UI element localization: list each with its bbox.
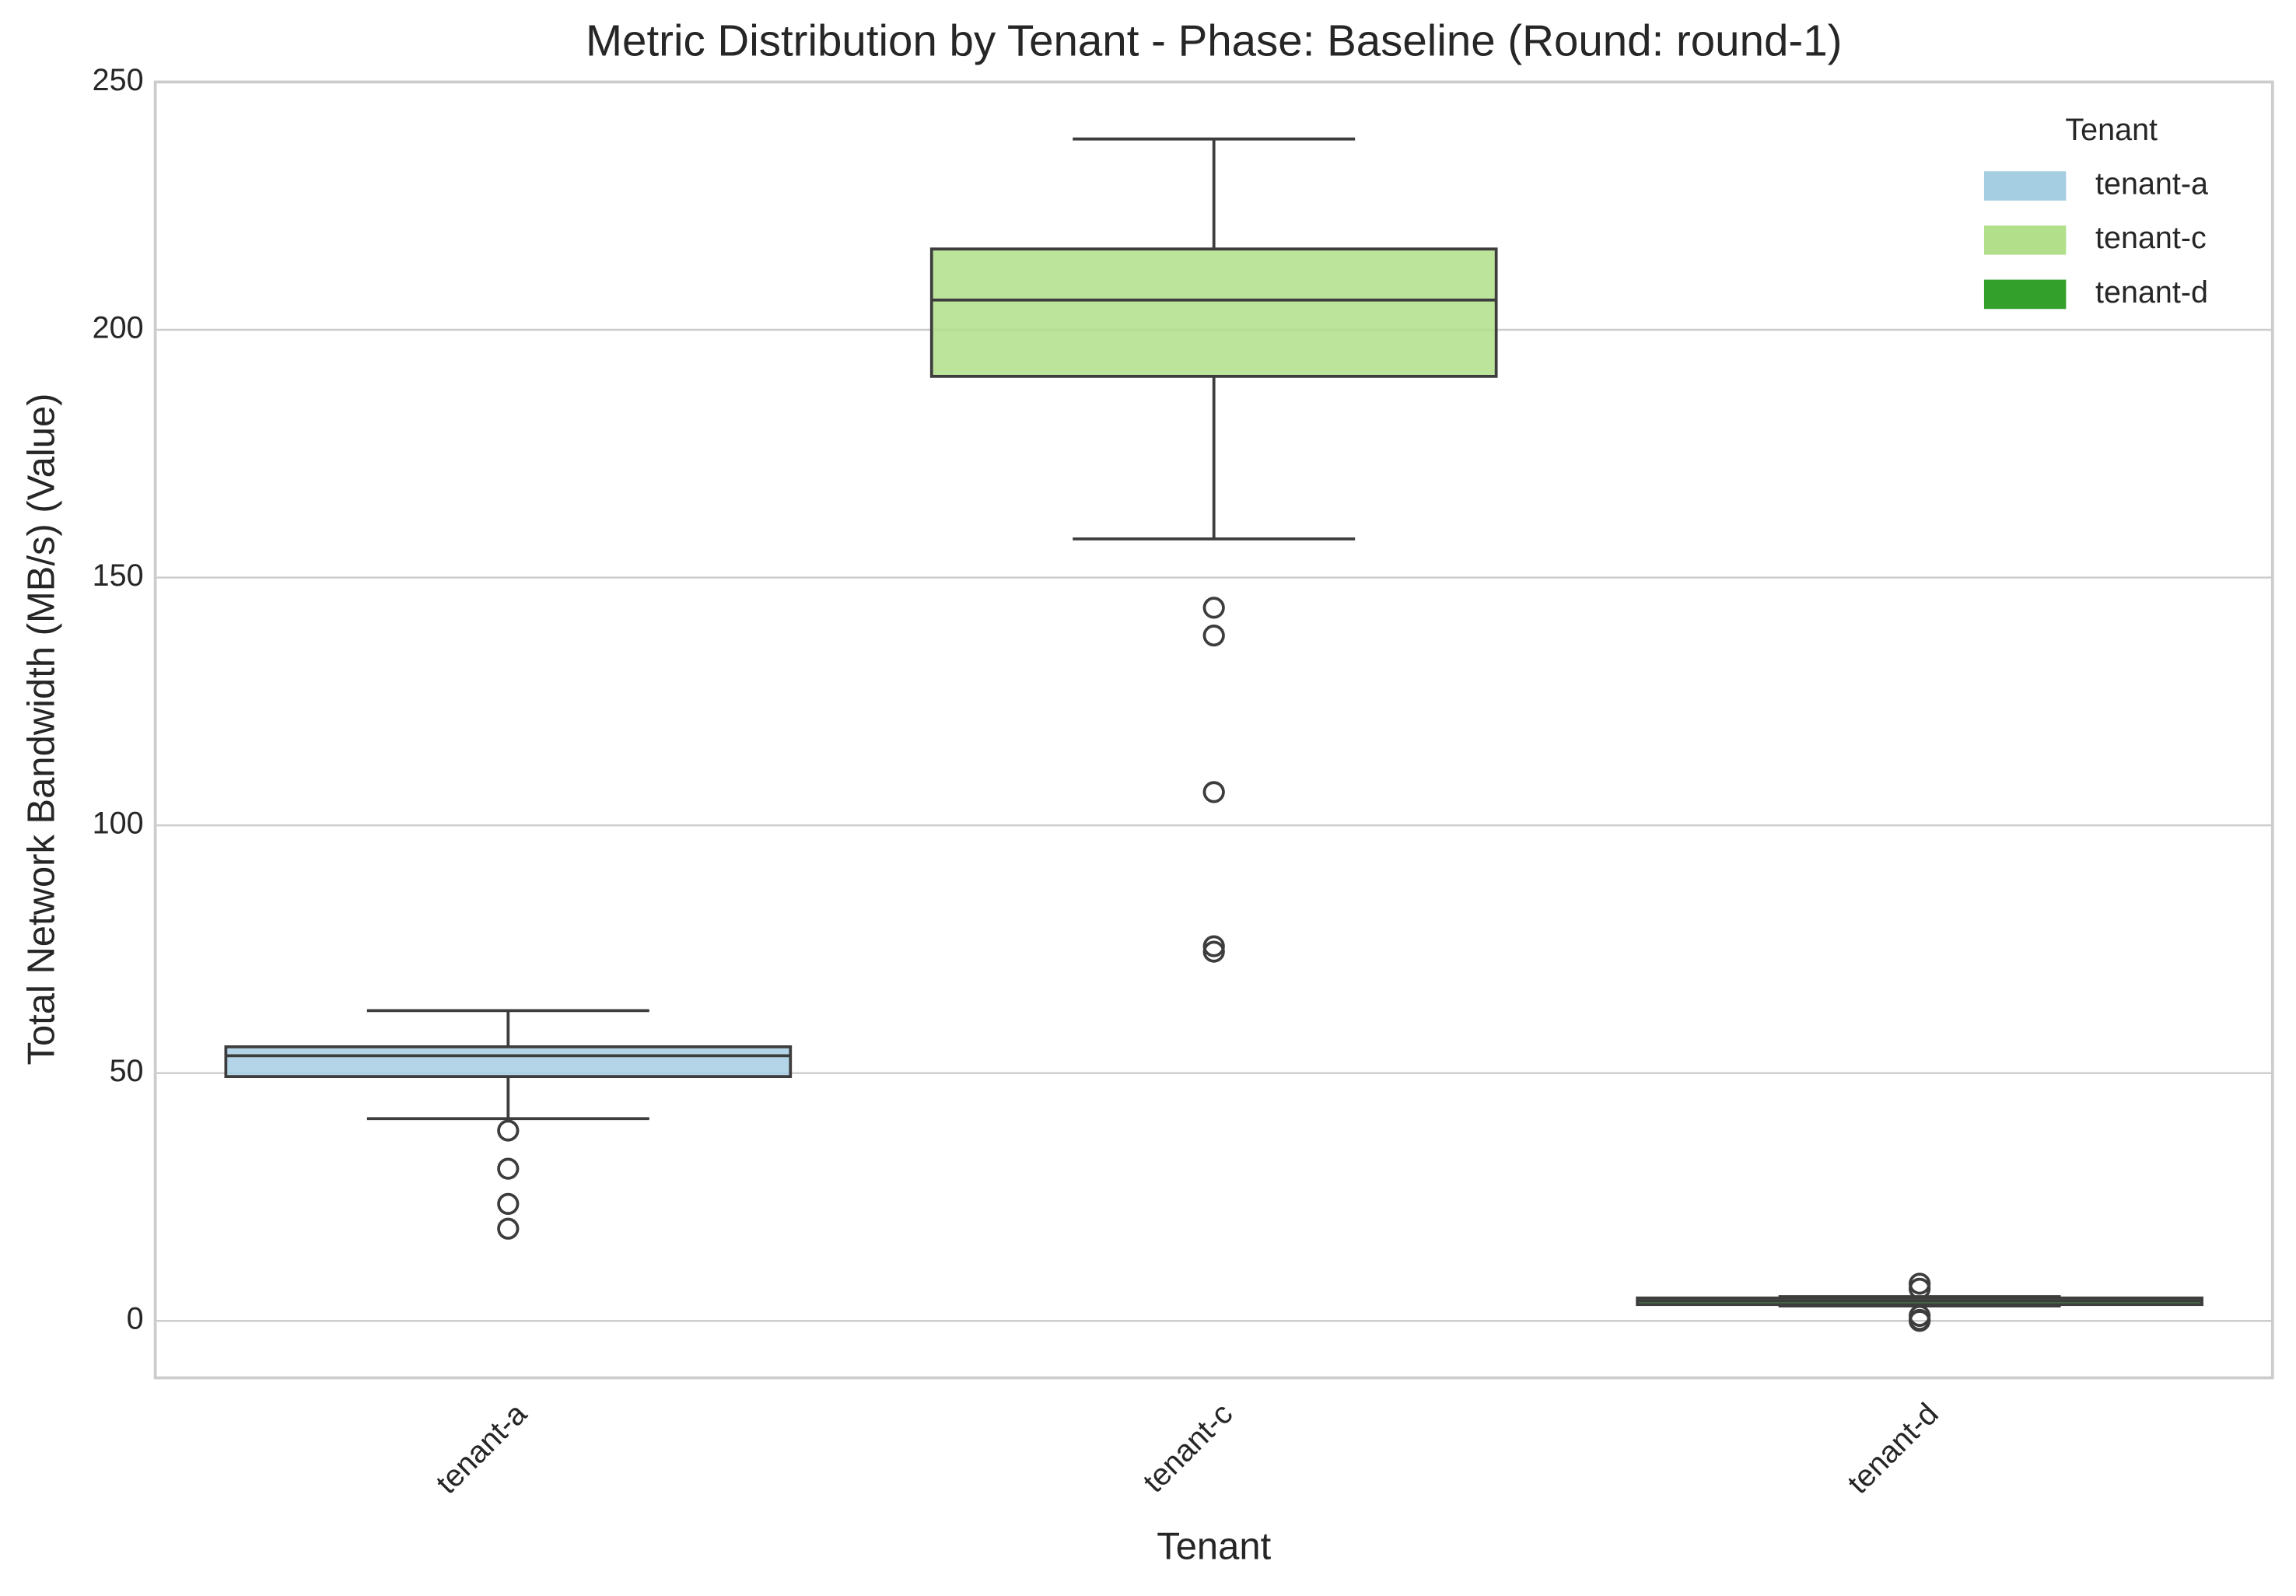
outlier (1202, 624, 1225, 647)
legend-swatch (1983, 225, 2067, 255)
box (929, 247, 1498, 378)
plot-frame (153, 80, 2274, 1380)
outlier (1202, 781, 1225, 803)
outlier (1202, 940, 1225, 963)
outlier (1908, 1310, 1931, 1332)
y-tick-label: 200 (93, 310, 144, 345)
outlier (497, 1119, 520, 1142)
outlier (1908, 1277, 1931, 1300)
legend-title: Tenant (2065, 113, 2158, 147)
box (224, 1045, 793, 1079)
outlier (1202, 597, 1225, 619)
outlier (497, 1217, 520, 1240)
legend-label: tenant-a (2095, 167, 2208, 201)
chart-title: Metric Distribution by Tenant - Phase: B… (586, 16, 1842, 65)
legend-label: tenant-c (2095, 221, 2207, 255)
y-tick-label: 0 (127, 1302, 144, 1336)
y-tick-label: 50 (110, 1054, 144, 1088)
outlier (497, 1157, 520, 1180)
legend-swatch (1983, 171, 2067, 201)
y-tick-label: 150 (93, 558, 144, 593)
legend-label: tenant-d (2095, 275, 2208, 310)
y-axis-label: Total Network Bandwidth (MB/s) (Value) (20, 394, 62, 1066)
y-tick-label: 250 (93, 63, 144, 97)
y-tick-label: 100 (93, 807, 144, 841)
x-tick-label: tenant-c (1136, 1397, 1239, 1500)
outlier (497, 1192, 520, 1215)
legend-swatch (1983, 279, 2067, 310)
x-axis-label: Tenant (1157, 1526, 1271, 1568)
x-tick-label: tenant-d (1841, 1397, 1945, 1501)
x-tick-label: tenant-a (429, 1397, 534, 1501)
